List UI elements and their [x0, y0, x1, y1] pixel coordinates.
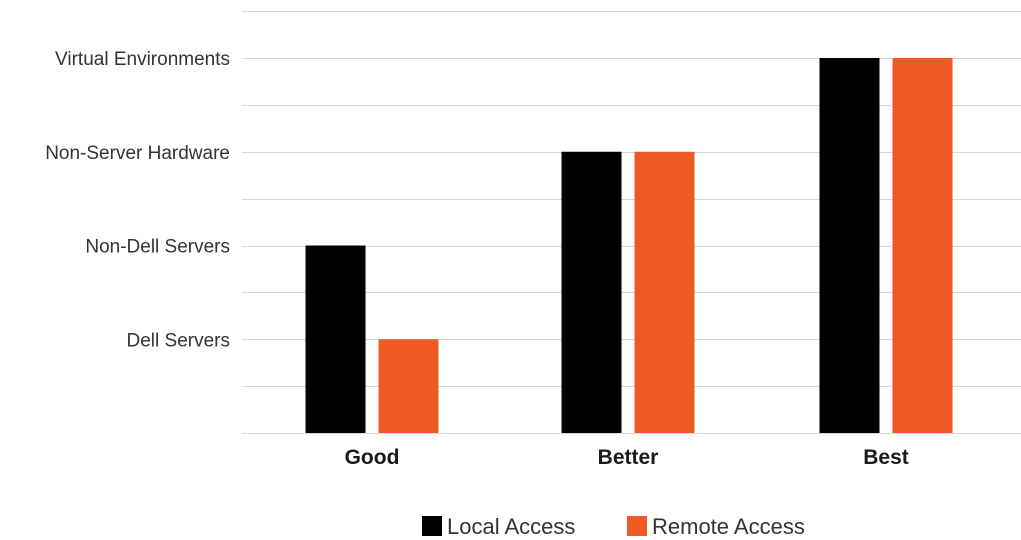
y-tick-label: Non-Server Hardware — [45, 143, 230, 164]
x-tick-label: Good — [345, 446, 400, 469]
y-axis-tick-labels: Dell Servers Non-Dell Servers Non-Server H… — [45, 49, 230, 351]
legend-swatch — [627, 516, 647, 536]
legend-label: Remote Access — [652, 514, 805, 539]
y-tick-label: Virtual Environments — [55, 49, 230, 70]
y-tick-label: Dell Servers — [127, 330, 230, 351]
y-tick-label: Non-Dell Servers — [85, 237, 230, 258]
bar-remote-access — [378, 339, 439, 433]
bar-remote-access — [634, 151, 695, 433]
x-tick-label: Best — [863, 446, 909, 469]
gridlines — [242, 11, 1021, 434]
x-axis-tick-labels: Good Better Best — [345, 446, 909, 469]
bar-remote-access — [892, 58, 953, 433]
legend-label: Local Access — [447, 514, 575, 539]
x-tick-label: Better — [598, 446, 659, 469]
legend-swatch — [422, 516, 442, 536]
bars — [305, 58, 953, 433]
legend: Local Access Remote Access — [422, 514, 805, 539]
bar-local-access — [305, 245, 366, 433]
bar-local-access — [819, 58, 880, 433]
bar-local-access — [561, 151, 622, 433]
